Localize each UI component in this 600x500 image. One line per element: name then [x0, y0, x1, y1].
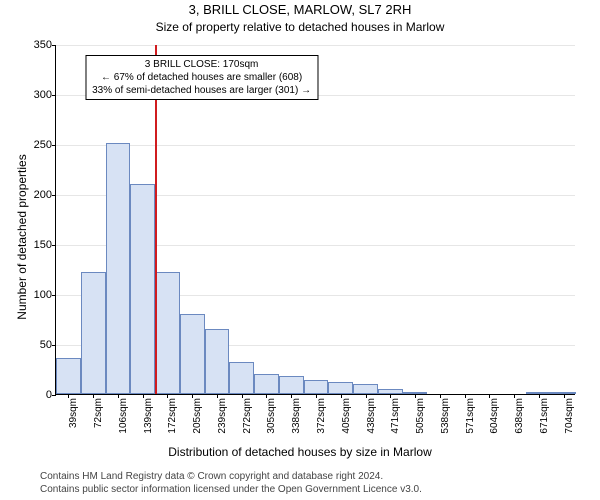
annotation-line: ← 67% of detached houses are smaller (60…: [92, 71, 311, 84]
x-tick-label: 505sqm: [415, 398, 426, 434]
histogram-bar: [229, 362, 254, 394]
y-tick-mark: [52, 95, 56, 96]
histogram-plot-area: 05010015020025030035039sqm72sqm106sqm139…: [55, 45, 575, 395]
chart-title-address: 3, BRILL CLOSE, MARLOW, SL7 2RH: [0, 2, 600, 17]
footer-line-1: Contains HM Land Registry data © Crown c…: [40, 471, 590, 484]
x-tick-label: 272sqm: [242, 398, 253, 434]
x-tick-label: 604sqm: [489, 398, 500, 434]
y-tick-mark: [52, 145, 56, 146]
y-tick-mark: [52, 295, 56, 296]
y-tick-label: 150: [17, 239, 52, 251]
x-tick-label: 372sqm: [316, 398, 327, 434]
y-tick-label: 100: [17, 289, 52, 301]
y-tick-label: 50: [17, 339, 52, 351]
y-gridline: [56, 145, 575, 146]
histogram-bar: [180, 314, 205, 394]
y-tick-mark: [52, 395, 56, 396]
x-tick-label: 338sqm: [291, 398, 302, 434]
histogram-bar: [254, 374, 279, 394]
x-tick-label: 538sqm: [440, 398, 451, 434]
x-tick-label: 239sqm: [217, 398, 228, 434]
histogram-bar: [56, 358, 81, 394]
histogram-bar: [155, 272, 180, 394]
footer-attribution: Contains HM Land Registry data © Crown c…: [40, 471, 590, 496]
x-tick-label: 139sqm: [143, 398, 154, 434]
histogram-bar: [106, 143, 131, 394]
x-axis-label: Distribution of detached houses by size …: [0, 445, 600, 459]
histogram-bar: [279, 376, 304, 394]
x-tick-label: 205sqm: [192, 398, 203, 434]
footer-line-2: Contains public sector information licen…: [40, 484, 590, 497]
histogram-bar: [353, 384, 378, 394]
x-tick-label: 671sqm: [539, 398, 550, 434]
histogram-bar: [205, 329, 230, 394]
y-tick-label: 250: [17, 139, 52, 151]
histogram-bar: [130, 184, 155, 394]
histogram-bar: [81, 272, 106, 394]
chart-title-subtitle: Size of property relative to detached ho…: [0, 20, 600, 34]
x-tick-label: 172sqm: [167, 398, 178, 434]
x-tick-label: 571sqm: [465, 398, 476, 434]
y-tick-mark: [52, 195, 56, 196]
x-tick-label: 438sqm: [366, 398, 377, 434]
y-tick-label: 200: [17, 189, 52, 201]
x-tick-label: 39sqm: [68, 398, 79, 428]
y-gridline: [56, 45, 575, 46]
y-tick-label: 350: [17, 39, 52, 51]
histogram-bar: [328, 382, 353, 394]
x-tick-label: 72sqm: [93, 398, 104, 428]
x-tick-label: 106sqm: [118, 398, 129, 434]
annotation-line: 33% of semi-detached houses are larger (…: [92, 84, 311, 97]
histogram-bar: [304, 380, 329, 394]
y-tick-label: 300: [17, 89, 52, 101]
y-tick-mark: [52, 45, 56, 46]
x-tick-label: 305sqm: [266, 398, 277, 434]
x-tick-label: 471sqm: [390, 398, 401, 434]
x-tick-label: 638sqm: [514, 398, 525, 434]
y-tick-mark: [52, 345, 56, 346]
y-tick-label: 0: [17, 389, 52, 401]
x-tick-label: 704sqm: [564, 398, 575, 434]
x-tick-label: 405sqm: [341, 398, 352, 434]
annotation-line: 3 BRILL CLOSE: 170sqm: [92, 58, 311, 71]
annotation-box: 3 BRILL CLOSE: 170sqm← 67% of detached h…: [85, 55, 318, 100]
y-tick-mark: [52, 245, 56, 246]
